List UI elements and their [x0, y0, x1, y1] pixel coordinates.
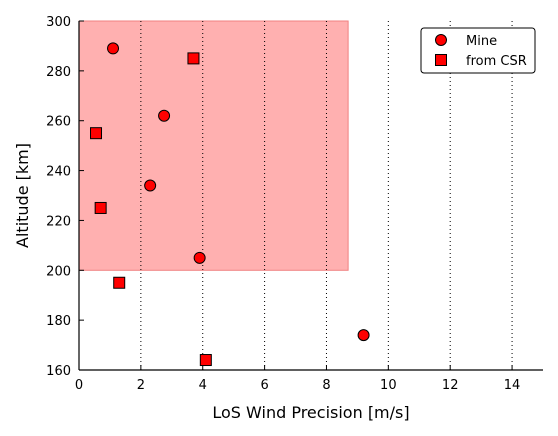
x-tick-label: 10 — [380, 378, 397, 393]
x-tick-label: 14 — [504, 378, 521, 393]
x-tick-label: 4 — [199, 378, 207, 393]
y-tick-label: 180 — [46, 314, 71, 329]
y-tick-label: 300 — [46, 15, 71, 30]
data-point-from-csr — [94, 201, 107, 214]
legend: Mine from CSR — [420, 27, 536, 74]
data-point-mine — [193, 251, 206, 264]
y-tick-label: 280 — [46, 65, 71, 80]
plot-area: 0 2 4 6 8 10 12 14 160 180 200 220 240 260 280 300 — [46, 15, 543, 393]
x-tick-label: 12 — [442, 378, 459, 393]
data-point-mine — [357, 329, 370, 342]
x-tick-label: 2 — [137, 378, 145, 393]
data-point-from-csr — [90, 127, 103, 140]
x-axis-label: LoS Wind Precision [m/s] — [212, 403, 409, 422]
legend-label: from CSR — [466, 54, 527, 69]
data-point-mine — [144, 179, 157, 192]
data-point-from-csr — [113, 276, 126, 289]
data-point-from-csr — [199, 354, 212, 367]
x-tick-label: 6 — [260, 378, 268, 393]
data-point-mine — [107, 42, 120, 55]
legend-box — [420, 27, 536, 74]
legend-marker-from-csr — [435, 54, 447, 66]
legend-marker-mine — [435, 34, 447, 46]
y-tick-label: 260 — [46, 115, 71, 130]
x-tick-label: 0 — [75, 378, 83, 393]
y-axis-label: Altitude [km] — [13, 143, 32, 248]
y-tick-label: 220 — [46, 214, 71, 229]
x-tick-label: 8 — [322, 378, 330, 393]
y-tick-label: 240 — [46, 165, 71, 180]
y-tick-label: 200 — [46, 264, 71, 279]
y-tick-label: 160 — [46, 364, 71, 379]
data-point-mine — [158, 109, 171, 122]
data-point-from-csr — [187, 52, 200, 65]
legend-label: Mine — [466, 34, 497, 49]
shaded-region — [78, 20, 349, 271]
